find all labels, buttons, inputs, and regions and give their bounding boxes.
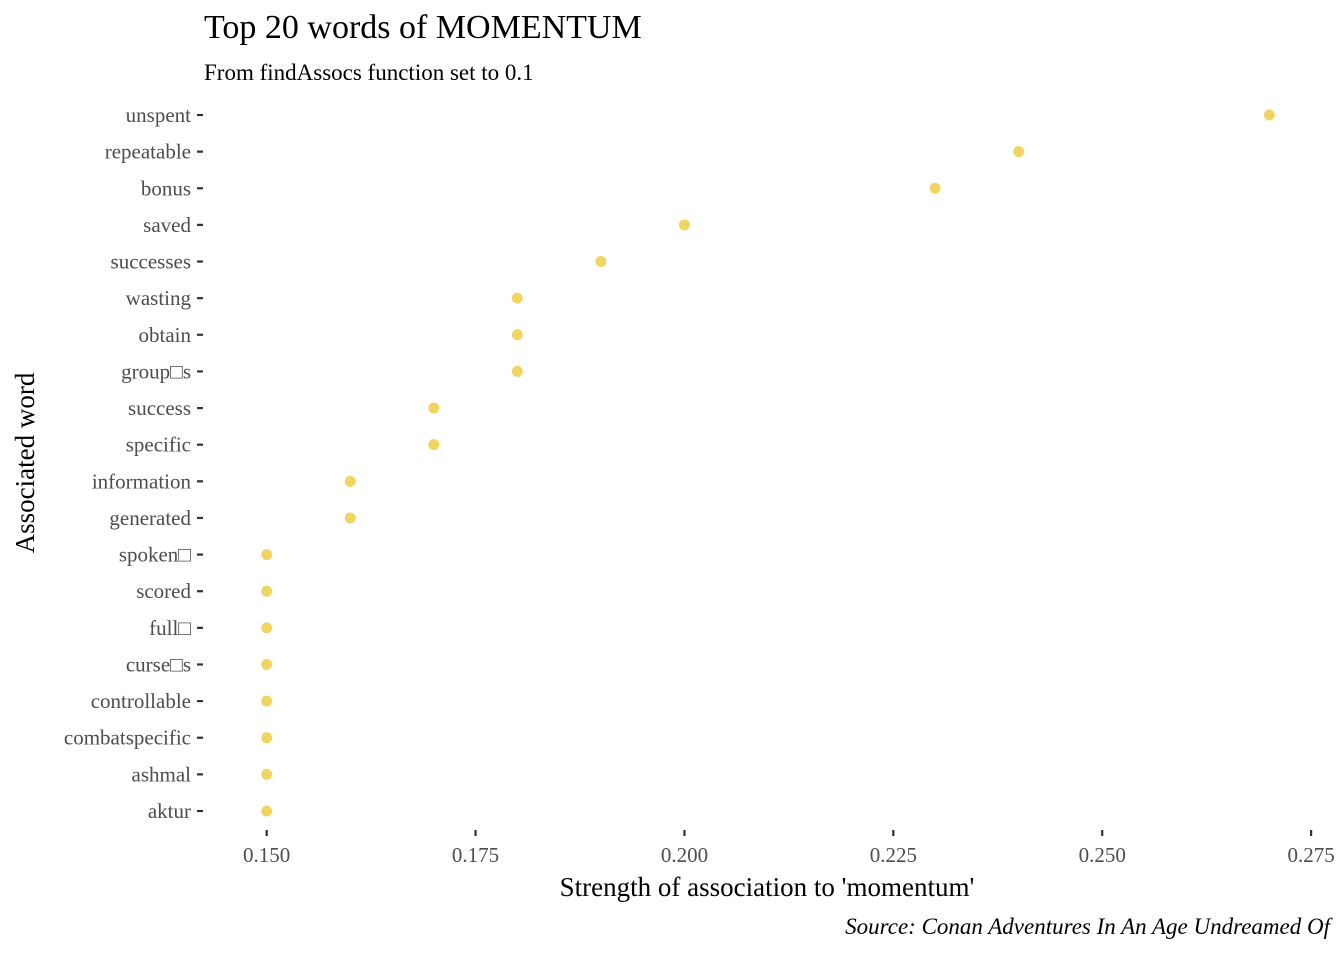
x-tick-label: 0.275	[1287, 843, 1334, 867]
y-tick-label: unspent	[126, 103, 191, 127]
data-point	[1263, 109, 1275, 121]
y-tick-label: successes	[111, 250, 191, 274]
y-tick-label: curse□s	[126, 652, 191, 676]
chart-subtitle: From findAssocs function set to 0.1	[204, 60, 534, 85]
y-tick-label: bonus	[141, 176, 191, 200]
y-tick-label: group□s	[121, 359, 191, 383]
y-tick-label: repeatable	[105, 140, 191, 164]
y-tick-label: generated	[109, 506, 191, 530]
y-tick-label: scored	[136, 579, 191, 603]
y-tick-label: combatspecific	[64, 726, 191, 750]
y-tick-label: full□	[149, 616, 191, 640]
data-point	[1013, 146, 1025, 158]
data-points	[261, 109, 1275, 817]
x-tick-label: 0.175	[452, 843, 499, 867]
x-axis: 0.150 0.175 0.200 0.225 0.250 0.275	[243, 830, 1335, 867]
y-tick-label: success	[128, 396, 191, 420]
data-point	[261, 658, 273, 670]
data-point	[261, 768, 273, 780]
data-point	[428, 439, 440, 451]
y-tick-label: controllable	[91, 689, 191, 713]
data-point	[428, 402, 440, 414]
data-point	[261, 805, 273, 817]
data-point	[261, 549, 273, 561]
y-tick-label: specific	[126, 433, 191, 457]
data-point	[511, 329, 523, 341]
data-point	[511, 292, 523, 304]
data-point	[344, 475, 356, 487]
data-point	[261, 695, 273, 707]
y-tick-label: wasting	[126, 286, 192, 310]
data-point	[678, 219, 690, 231]
x-axis-title: Strength of association to 'momentum'	[560, 872, 975, 902]
y-axis: unspent repeatable bonus saved successes wast…	[64, 103, 203, 823]
y-tick-label: spoken□	[119, 543, 191, 567]
data-point	[261, 732, 273, 744]
data-point	[261, 622, 273, 634]
y-tick-label: aktur	[148, 799, 191, 823]
data-point	[261, 585, 273, 597]
y-tick-label: obtain	[139, 323, 192, 347]
data-point	[929, 182, 941, 194]
x-tick-label: 0.200	[661, 843, 708, 867]
y-tick-label: saved	[143, 213, 191, 237]
data-point	[511, 365, 523, 377]
x-tick-label: 0.150	[243, 843, 290, 867]
y-tick-label: ashmal	[132, 762, 192, 786]
data-point	[595, 256, 607, 268]
y-axis-title: Associated word	[10, 372, 40, 553]
x-tick-label: 0.250	[1079, 843, 1126, 867]
chart-caption: Source: Conan Adventures In An Age Undre…	[845, 914, 1333, 939]
data-point	[344, 512, 356, 524]
y-tick-label: information	[92, 469, 192, 493]
x-tick-label: 0.225	[870, 843, 917, 867]
chart-title: Top 20 words of MOMENTUM	[204, 9, 642, 46]
